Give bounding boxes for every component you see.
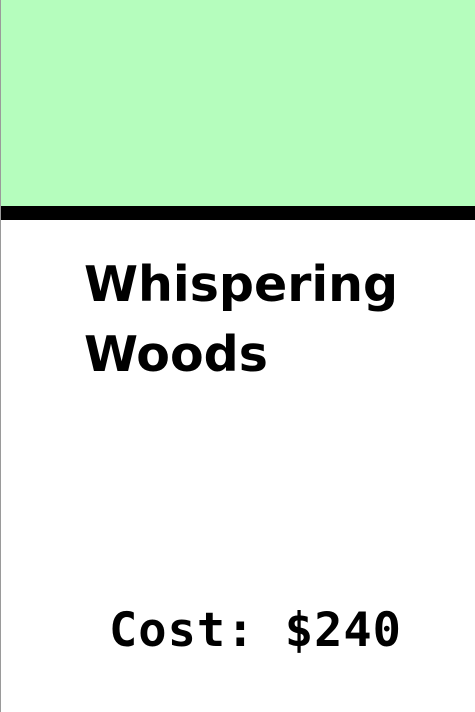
property-cost: Cost: $240: [109, 603, 402, 658]
color-band-divider: [1, 206, 475, 220]
property-title: Whispering Woods: [84, 250, 464, 390]
property-color-band: [1, 0, 475, 206]
property-title-line-1: Whispering: [84, 256, 399, 313]
property-title-line-2: Woods: [84, 326, 268, 383]
